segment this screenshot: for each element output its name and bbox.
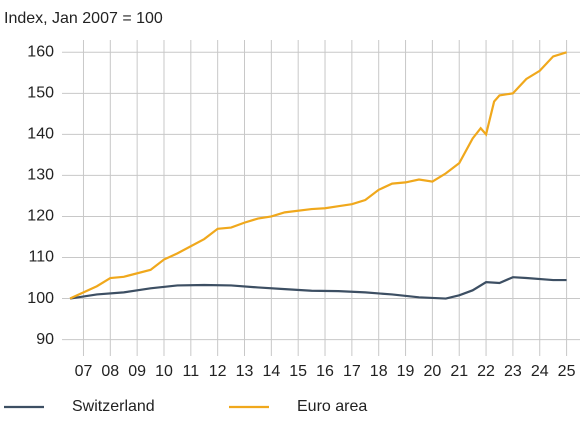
x-tick-label: 10: [155, 363, 173, 380]
x-tick-label: 19: [397, 363, 415, 380]
y-tick-label: 90: [36, 331, 54, 348]
y-tick-label: 110: [28, 249, 54, 266]
chart-subtitle: Index, Jan 2007 = 100: [4, 10, 163, 27]
line-series: [69, 276, 567, 300]
x-tick-label: 14: [262, 363, 280, 380]
x-tick-label: 22: [477, 363, 495, 380]
x-tick-label: 12: [209, 363, 227, 380]
y-tick-label: 120: [27, 208, 54, 225]
y-tick-label: 140: [27, 126, 54, 143]
x-tick-label: 08: [101, 363, 119, 380]
x-tick-label: 16: [316, 363, 334, 380]
legend-label: Switzerland: [72, 398, 155, 415]
x-tick-label: 07: [75, 363, 93, 380]
x-tick-label: 25: [558, 363, 576, 380]
x-tick-label: 13: [236, 363, 254, 380]
line-series: [69, 51, 567, 300]
y-tick-label: 160: [27, 44, 54, 61]
x-tick-label: 20: [423, 363, 441, 380]
legend-label: Euro area: [297, 398, 367, 415]
x-tick-label: 18: [370, 363, 388, 380]
x-tick-label: 09: [128, 363, 146, 380]
x-tick-label: 21: [450, 363, 468, 380]
x-tick-label: 17: [343, 363, 361, 380]
x-tick-label: 23: [504, 363, 522, 380]
y-tick-label: 130: [27, 167, 54, 184]
x-tick-label: 11: [183, 363, 200, 380]
x-tick-label: 24: [531, 363, 549, 380]
x-tick-label: 15: [289, 363, 307, 380]
y-tick-label: 100: [27, 290, 54, 307]
y-tick-label: 150: [27, 85, 54, 102]
